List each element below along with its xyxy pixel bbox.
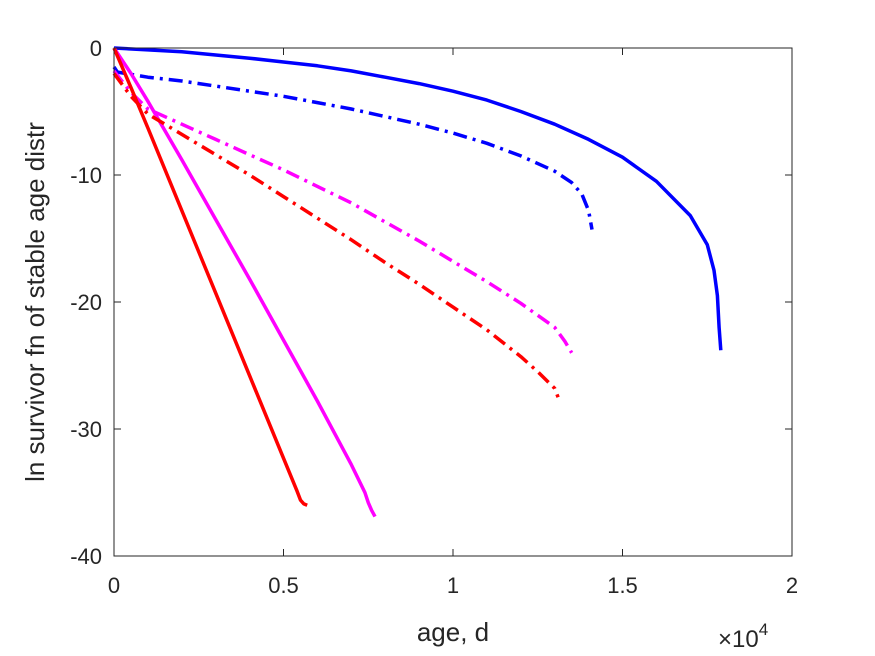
y-tick-label: -20 xyxy=(70,290,102,315)
x-tick-label: 1.5 xyxy=(607,573,638,598)
series-line-5 xyxy=(112,47,308,507)
series-line-3 xyxy=(112,47,377,518)
series-line-4 xyxy=(112,69,574,354)
y-axis-label: ln survivor fn of stable age distr xyxy=(20,122,50,482)
x-tick-label: 2 xyxy=(786,573,798,598)
series-line-2 xyxy=(112,66,594,230)
series-line-1 xyxy=(113,46,723,351)
x-tick-label: 1 xyxy=(447,573,459,598)
x-axis-label: age, d xyxy=(417,617,489,647)
x-axis-multiplier-base: ×10 xyxy=(718,626,759,653)
x-tick-label: 0 xyxy=(108,573,120,598)
x-tick-label: 0.5 xyxy=(268,573,299,598)
ticks-layer: 0 0.5 1 1.5 2 0 -10 -20 -30 -40 xyxy=(70,36,798,598)
series-layer xyxy=(112,46,723,518)
y-tick-label: -10 xyxy=(70,163,102,188)
y-tick-label: 0 xyxy=(90,36,102,61)
plot-area xyxy=(114,48,792,556)
y-tick-label: -30 xyxy=(70,417,102,442)
x-axis-multiplier: ×104 xyxy=(718,620,768,653)
series-line-6 xyxy=(112,72,560,398)
x-axis-multiplier-exponent: 4 xyxy=(759,620,768,639)
y-tick-label: -40 xyxy=(70,544,102,569)
